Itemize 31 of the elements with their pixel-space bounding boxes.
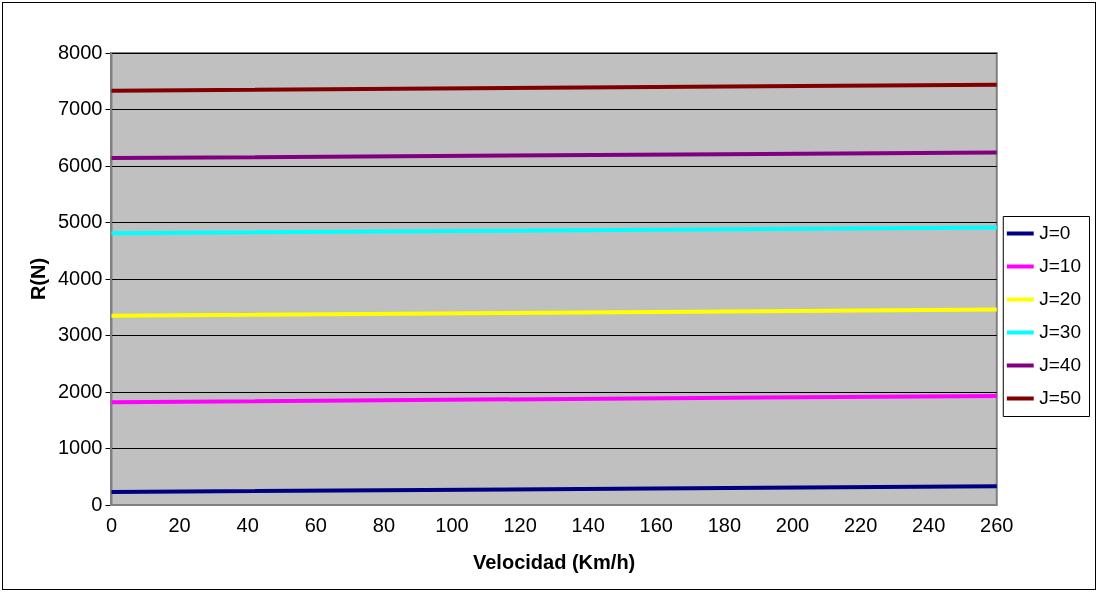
x-tick-label: 140 [571, 513, 605, 536]
legend-label: J=50 [1039, 386, 1081, 408]
y-tick-label: 2000 [57, 379, 103, 402]
legend-label: J=30 [1039, 320, 1081, 342]
x-tick-label: 60 [304, 513, 327, 536]
y-tick-label: 4000 [57, 266, 103, 289]
y-tick-label: 6000 [57, 153, 103, 176]
x-tick-label: 40 [236, 513, 259, 536]
x-tick-label: 120 [503, 513, 537, 536]
x-tick-label: 80 [372, 513, 396, 536]
x-tick-label: 260 [980, 513, 1014, 536]
legend-label: J=10 [1039, 254, 1081, 276]
y-tick-label: 0 [91, 492, 103, 515]
x-tick-label: 0 [105, 513, 118, 536]
y-tick-label: 3000 [57, 323, 103, 346]
legend-label: J=40 [1039, 353, 1081, 375]
y-tick-label: 5000 [57, 210, 103, 233]
y-tick-label: 8000 [57, 40, 103, 63]
x-tick-label: 100 [435, 513, 469, 536]
x-tick-label: 240 [911, 513, 946, 536]
x-tick-label: 180 [707, 513, 742, 536]
x-axis-title: Velocidad (Km/h) [473, 550, 636, 573]
y-tick-label: 7000 [57, 97, 103, 120]
legend-label: J=0 [1039, 221, 1071, 243]
x-tick-label: 20 [168, 513, 191, 536]
legend-label: J=20 [1039, 287, 1081, 309]
x-tick-label: 200 [775, 513, 810, 536]
x-tick-label: 220 [843, 513, 878, 536]
y-tick-label: 1000 [57, 436, 103, 459]
x-tick-label: 160 [639, 513, 673, 536]
y-axis-title: R(N) [26, 257, 49, 301]
